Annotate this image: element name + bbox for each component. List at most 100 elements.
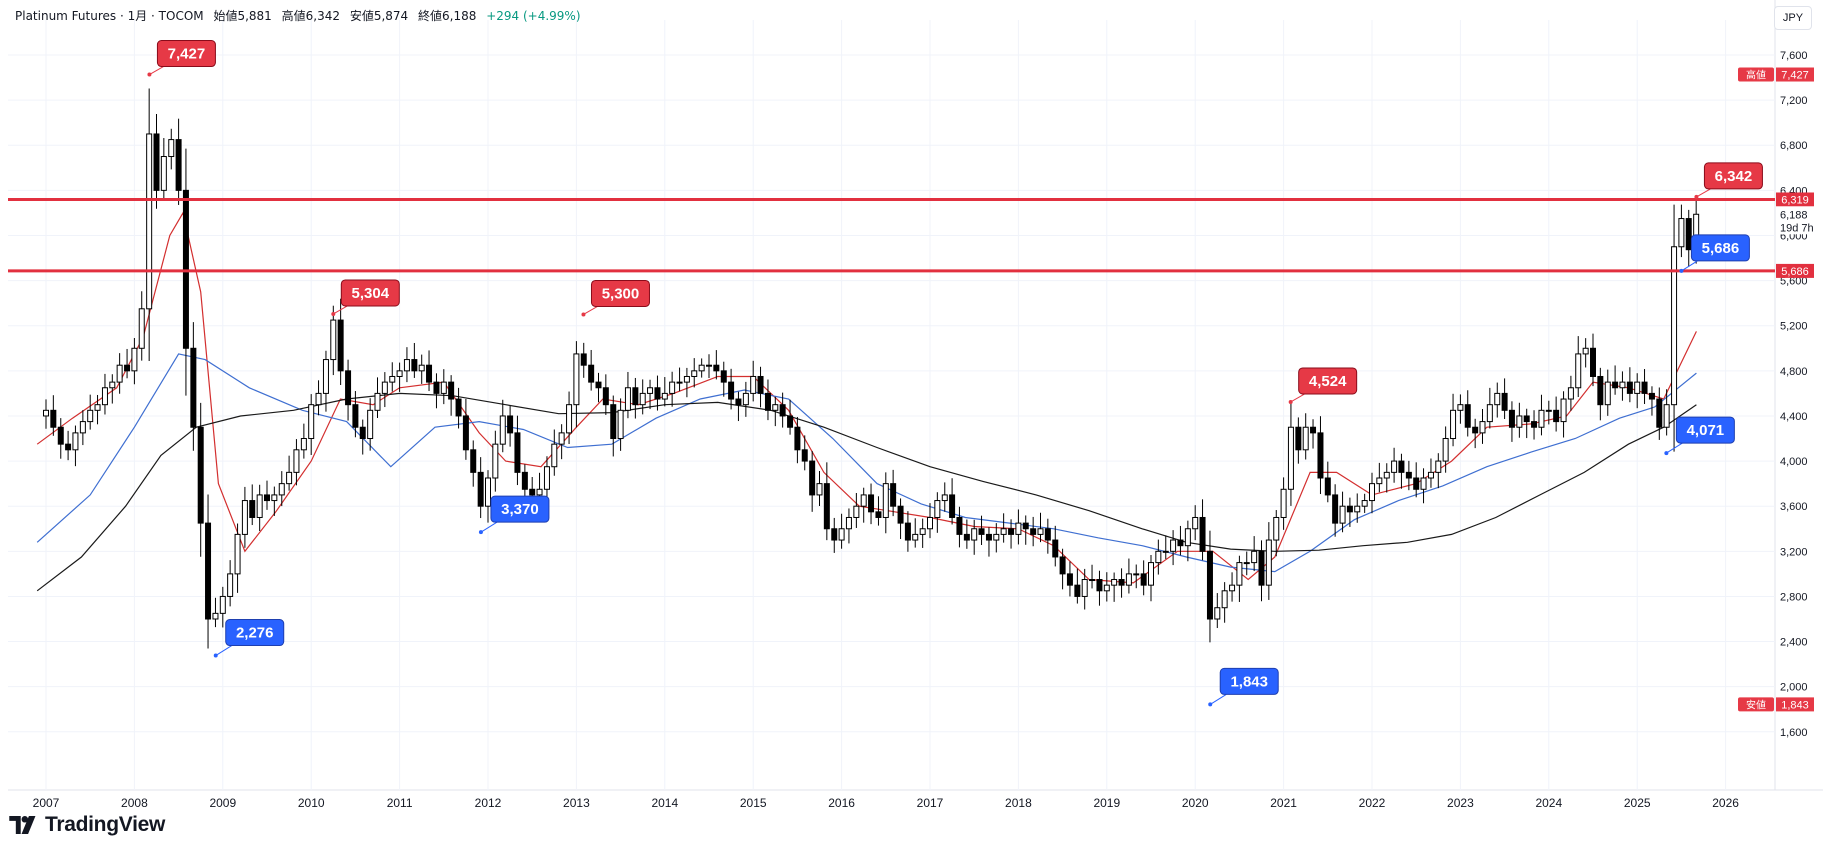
year-tick-label: 2013 [563, 796, 590, 810]
year-tick-label: 2023 [1447, 796, 1474, 810]
candle-down [337, 319, 344, 372]
candle-up [1000, 528, 1007, 535]
price-badge-value-bg [1776, 67, 1814, 82]
candle-up [418, 364, 425, 372]
candle-down [1648, 392, 1655, 400]
candle-up [1236, 562, 1243, 586]
year-tick-label: 2017 [917, 796, 944, 810]
candle-down [433, 381, 440, 394]
candle-down [985, 533, 992, 541]
callout-pointer [1290, 393, 1305, 403]
candle-up [389, 375, 396, 383]
price-tick-label: 3,200 [1780, 546, 1808, 558]
candle-down [477, 471, 484, 507]
candle-up [322, 359, 329, 394]
candle-down [1044, 528, 1051, 541]
candle-up [241, 500, 248, 535]
year-tick-label: 2008 [121, 796, 148, 810]
candle-down [65, 443, 72, 451]
candle-up [1170, 539, 1177, 552]
horizontal-line-label: 5,686 [1781, 266, 1809, 278]
candle-up [742, 392, 749, 406]
candle-up [1339, 505, 1346, 524]
candle-up [617, 409, 624, 440]
currency-button[interactable]: JPY [1774, 6, 1812, 30]
candle-up [1671, 246, 1678, 406]
candle-up [1221, 590, 1228, 609]
candle-down [1472, 426, 1479, 434]
callout-box [1690, 234, 1750, 262]
candle-down [875, 511, 882, 518]
candle-down [1008, 528, 1015, 535]
candle-up [1148, 562, 1154, 586]
candle-up [43, 409, 49, 417]
candle-up [116, 364, 123, 383]
callout-anchor-dot [1694, 194, 1699, 199]
candle-up [374, 392, 381, 411]
candle-up [853, 505, 860, 518]
price-tick-label: 4,400 [1780, 411, 1808, 423]
candle-down [197, 426, 204, 524]
candle-down [352, 404, 359, 428]
grid-lines [8, 0, 1823, 791]
candle-up [573, 353, 580, 406]
candle-up [1575, 353, 1582, 389]
year-tick-label: 2026 [1712, 796, 1739, 810]
ma-short-line [36, 211, 1697, 584]
candle-down [462, 415, 469, 451]
candle-down [1641, 381, 1648, 394]
candle-down [1501, 392, 1508, 411]
callout-label: 1,843 [1230, 673, 1268, 690]
price-tick-label: 1,600 [1780, 727, 1808, 739]
candle-up [227, 573, 234, 597]
time-axis[interactable]: 2007 2008 2009 2010 2011 2012 2013 2014 2015 2016… [33, 796, 1740, 810]
tradingview-logo[interactable]: TradingView [9, 813, 165, 837]
candle-up [300, 438, 307, 451]
candle-up [72, 432, 79, 451]
callout-pointer [480, 521, 498, 533]
candle-down [529, 488, 536, 496]
candle-up [1251, 550, 1258, 564]
candle-up [1560, 398, 1567, 423]
candle-down [1553, 409, 1560, 423]
ma-long-line [36, 392, 1697, 592]
callout-box [340, 279, 400, 307]
candle-up [87, 409, 94, 423]
candle-up [1273, 516, 1280, 541]
candle-down [1398, 460, 1405, 473]
price-tick-label: 7,600 [1780, 50, 1808, 62]
candle-up [1369, 483, 1375, 502]
price-tick-label: 5,600 [1780, 276, 1808, 288]
price-axis[interactable]: 7,6007,2006,8006,4006,0005,6005,2004,800… [1738, 50, 1816, 739]
candle-down [809, 460, 816, 496]
candle-up [1479, 421, 1486, 434]
candle-down [50, 409, 57, 428]
price-badge-value: 1,843 [1781, 699, 1809, 711]
candle-down [1508, 409, 1515, 428]
candle-up [403, 359, 410, 372]
candle-up [1391, 460, 1398, 473]
candle-up [934, 500, 941, 518]
candle-down [904, 522, 911, 541]
candle-up [558, 432, 565, 445]
callout-pointer [1696, 188, 1711, 198]
callout-box [225, 619, 285, 647]
candle-down [507, 415, 514, 434]
callout-pointer [1666, 442, 1683, 454]
price-tick-label: 2,000 [1780, 682, 1808, 694]
candle-down [1413, 477, 1420, 490]
year-tick-label: 2011 [387, 796, 413, 810]
candle-up [131, 347, 138, 372]
symbol-name[interactable]: Platinum Futures · 1月 · TOCOM [15, 9, 204, 23]
candle-up [1494, 392, 1501, 406]
callout-label: 4,071 [1687, 422, 1725, 439]
horizontal-lines[interactable] [8, 197, 1775, 273]
candle-down [205, 522, 212, 620]
candle-down [57, 426, 64, 445]
candle-down [787, 415, 794, 428]
candle-down [632, 387, 639, 406]
price-callouts: 7,427 2,276 5,304 3,370 5,300 1,843 4,524 4,071… [147, 40, 1763, 707]
callout-pointer [1209, 693, 1227, 705]
candle-up [1081, 579, 1088, 597]
